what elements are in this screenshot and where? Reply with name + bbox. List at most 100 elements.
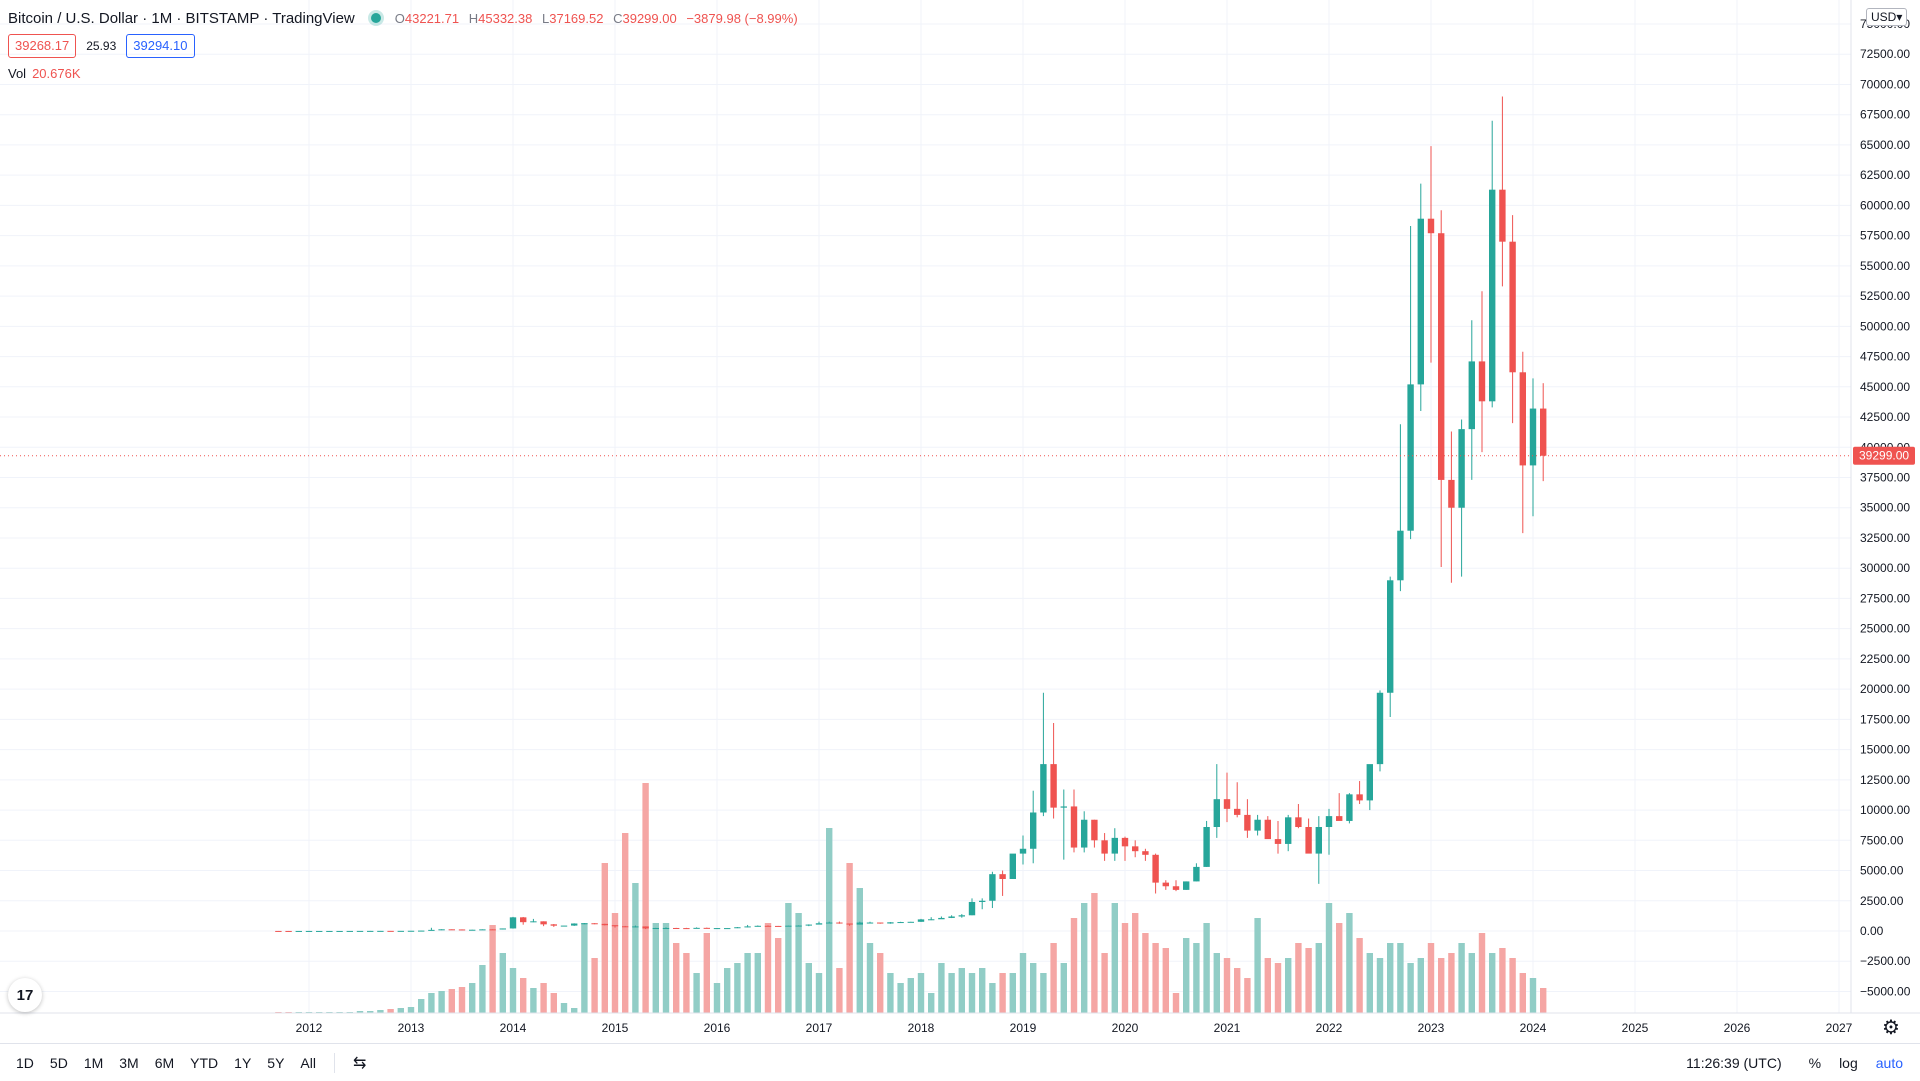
- timeframe-all[interactable]: All: [300, 1054, 316, 1071]
- volume-bar: [836, 968, 843, 1013]
- volume-bar: [1152, 943, 1159, 1013]
- candle-body: [1254, 819, 1261, 831]
- candle-body: [448, 929, 455, 931]
- candle-body: [948, 916, 955, 918]
- timeframe-5y[interactable]: 5Y: [267, 1054, 285, 1071]
- volume-bar: [1315, 943, 1322, 1013]
- bid-price[interactable]: 39268.17: [8, 34, 77, 58]
- candle-body: [1285, 817, 1292, 844]
- candle-body: [1081, 819, 1088, 848]
- volume-bar: [1529, 978, 1537, 1013]
- change-value: −3879.98 (−8.99%): [686, 10, 798, 26]
- volume-bar: [866, 943, 874, 1013]
- price-tick-label: 2500.00: [1860, 894, 1904, 908]
- bid-ask-row: 39268.17 25.93 39294.10: [8, 34, 195, 58]
- volume-bar: [418, 999, 425, 1013]
- volume-bar: [795, 913, 802, 1013]
- time-tick-label: 2022: [1316, 1021, 1343, 1035]
- timeframe-1y[interactable]: 1Y: [234, 1054, 252, 1071]
- time-tick-label: 2024: [1520, 1021, 1547, 1035]
- volume-bar: [815, 973, 823, 1013]
- price-tick-label: 65000.00: [1860, 138, 1910, 152]
- candle-body: [438, 929, 445, 931]
- time-tick-label: 2015: [602, 1021, 629, 1035]
- timeframe-5d[interactable]: 5D: [49, 1054, 68, 1071]
- candle-body: [1040, 764, 1047, 813]
- candle-body: [713, 928, 721, 930]
- volume-bar: [1101, 953, 1108, 1013]
- price-tick-label: 62500.00: [1860, 168, 1910, 182]
- volume-bar: [509, 968, 517, 1013]
- volume-bar: [1244, 978, 1251, 1013]
- volume-bar: [428, 993, 435, 1013]
- candle-body: [1142, 851, 1149, 855]
- candle-body: [785, 925, 792, 927]
- candle-body: [1448, 479, 1455, 508]
- time-tick-label: 2014: [500, 1021, 527, 1035]
- time-tick-label: 2013: [398, 1021, 425, 1035]
- symbol-title[interactable]: Bitcoin / U.S. Dollar · 1M · BITSTAMP · …: [8, 9, 355, 27]
- timeframe-ytd[interactable]: YTD: [190, 1054, 219, 1071]
- volume-bar: [734, 963, 741, 1013]
- price-axis[interactable]: 75000.0072500.0070000.0067500.0065000.00…: [1860, 17, 1911, 998]
- volume-bar: [1172, 993, 1180, 1013]
- volume-bar: [1060, 963, 1067, 1013]
- candle-body: [1346, 794, 1353, 821]
- volume-bar: [1203, 923, 1210, 1013]
- price-chart[interactable]: 75000.0072500.0070000.0067500.0065000.00…: [0, 0, 1920, 1043]
- timeframe-6m[interactable]: 6M: [154, 1054, 175, 1071]
- candle-body: [744, 926, 751, 928]
- clock[interactable]: 11:26:39 (UTC): [1686, 1054, 1782, 1071]
- time-tick-label: 2021: [1214, 1021, 1241, 1035]
- volume-bar: [1091, 893, 1098, 1013]
- timeframe-3m[interactable]: 3M: [119, 1054, 139, 1071]
- candle-body: [520, 917, 527, 923]
- volume-bar: [1274, 963, 1282, 1013]
- candle-body: [1264, 819, 1271, 840]
- last-price-badge: 39299.00: [1853, 446, 1915, 465]
- candle-body: [316, 930, 323, 932]
- candle-body: [1458, 429, 1465, 508]
- close-value: 39299.00: [622, 10, 677, 26]
- volume-bar: [958, 968, 965, 1013]
- log-toggle[interactable]: log: [1839, 1054, 1858, 1071]
- volume-bar: [938, 963, 945, 1013]
- price-tick-label: 25000.00: [1860, 622, 1910, 636]
- price-tick-label: 5000.00: [1860, 864, 1904, 878]
- volume-bar: [693, 973, 700, 1013]
- auto-toggle[interactable]: auto: [1875, 1054, 1903, 1071]
- candle-body: [693, 927, 700, 929]
- time-axis[interactable]: 2012 2013 2014 2015 2016 2017 2018 2019 2020 2021…: [296, 1021, 1853, 1035]
- right-tools: 11:26:39 (UTC) % log auto: [1686, 1044, 1912, 1081]
- volume-bar: [805, 963, 812, 1013]
- timeframe-1m[interactable]: 1M: [83, 1054, 104, 1071]
- time-tick-label: 2012: [296, 1021, 323, 1035]
- candle-body: [1132, 846, 1139, 852]
- price-tick-label: 30000.00: [1860, 561, 1910, 575]
- candle-body: [550, 924, 557, 926]
- volume-bar: [591, 958, 598, 1013]
- candle-body: [632, 926, 639, 928]
- candle-body: [1540, 408, 1547, 456]
- gear-icon[interactable]: ⚙: [1882, 1017, 1900, 1039]
- time-tick-label: 2019: [1010, 1021, 1037, 1035]
- ask-price[interactable]: 39294.10: [126, 34, 195, 58]
- grid-lines: [0, 0, 1851, 1013]
- volume-bar: [1407, 963, 1414, 1013]
- price-tick-label: 55000.00: [1860, 259, 1910, 273]
- calendar-range-icon[interactable]: ⇆: [352, 1054, 367, 1072]
- open-value: 43221.71: [404, 10, 460, 26]
- candle-body: [1162, 882, 1169, 887]
- volume-bar: [1356, 938, 1363, 1013]
- volume-label: Vol: [8, 66, 27, 81]
- percent-toggle[interactable]: %: [1808, 1054, 1822, 1071]
- price-tick-label: 52500.00: [1860, 289, 1910, 303]
- timeframe-1d[interactable]: 1D: [16, 1054, 34, 1071]
- candle-body: [683, 928, 690, 930]
- candle-body: [1325, 816, 1333, 827]
- candle-body: [346, 930, 353, 932]
- volume-bar: [1366, 953, 1373, 1013]
- currency-button[interactable]: USD▾: [1866, 8, 1908, 26]
- candle-body: [469, 929, 476, 931]
- tradingview-logo-icon[interactable]: 17: [8, 978, 42, 1012]
